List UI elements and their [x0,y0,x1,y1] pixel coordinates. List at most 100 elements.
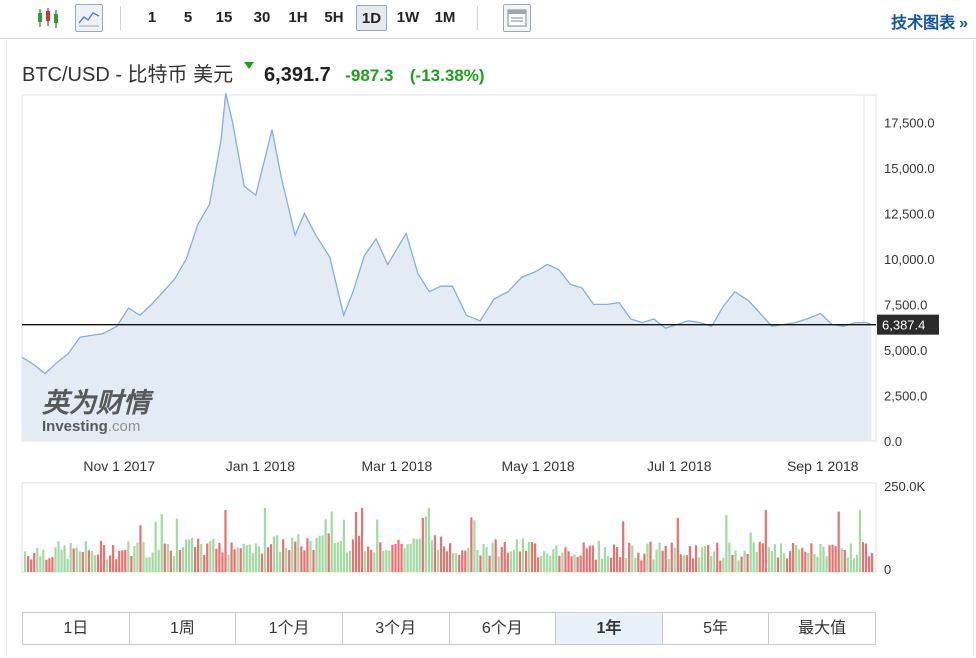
volume-bar [403,548,406,572]
volume-bar [679,554,682,572]
timeframe-1h[interactable]: 1H [288,9,308,26]
volume-bar [600,558,604,572]
volume-bar [421,517,424,572]
volume-bar [731,554,734,572]
volume-bar [400,544,403,572]
timeframe-1m[interactable]: 1M [434,9,456,26]
volume-bar [87,550,90,572]
volume-bar [606,555,610,572]
volume-bar [321,535,324,572]
volume-bar [339,540,342,572]
price-tick-label: 10,000.0 [884,252,935,267]
watermark-brand-text: Investing [42,418,108,435]
volume-bar [500,546,503,572]
price-tick-label: 12,500.0 [884,206,935,221]
volume-bar [81,552,84,572]
volume-bar [740,556,743,572]
volume-axis: 250.0K 0 [884,479,926,577]
volume-bar [558,555,561,572]
volume-bar [828,545,831,572]
volume-bar [831,544,834,572]
volume-bar [172,555,175,572]
instrument-name: BTC/USD - 比特币 美元 [22,64,234,86]
timeframe-1d[interactable]: 1D [356,5,387,31]
line-chart-icon[interactable] [75,4,103,32]
volume-bar [315,537,318,572]
volume-bar [673,547,676,572]
volume-bar [190,537,194,572]
volume-bar [582,542,585,572]
volume-bar [637,552,640,572]
volume-bar [694,545,698,572]
volume-bar [291,537,294,572]
volume-bar [279,551,282,572]
volume-bar [163,543,166,572]
period-button[interactable]: 6个月 [450,613,557,644]
volume-bar [697,557,701,572]
price-down-arrow-icon [243,62,254,69]
volume-bar [546,553,549,572]
volume-bar [412,538,415,572]
volume-bar [722,557,725,572]
volume-bar [804,551,807,572]
period-button[interactable]: 1周 [130,613,237,644]
period-button[interactable]: 1日 [23,613,130,644]
volume-bar [789,551,792,572]
volume-bar [78,551,81,572]
volume-bar [145,557,148,572]
volume-bar [206,543,209,572]
volume-bar [209,540,212,572]
timeframe-1w[interactable]: 1W [396,9,420,26]
volume-bar [646,543,649,572]
timeframe-5[interactable]: 5 [183,9,193,26]
volume-bar [197,538,200,572]
volume-bar [619,557,622,572]
volume-bar [24,551,27,572]
period-button[interactable]: 1个月 [236,613,343,644]
volume-bar [485,546,488,572]
volume-bar [181,546,185,572]
watermark-suffix: .com [108,418,141,435]
volume-bar [133,545,136,572]
volume-bar [537,557,540,572]
volume-bar [385,549,388,572]
timeframe-5h[interactable]: 5H [324,9,344,26]
volume-bar [90,551,94,572]
timeframe-30[interactable]: 30 [253,9,271,26]
technical-chart-link[interactable]: 技术图表» [891,9,968,33]
candlestick-icon[interactable] [34,4,62,32]
volume-bar [573,554,576,572]
volume-bar [263,507,267,572]
volume-bar [743,550,746,572]
period-button[interactable]: 最大值 [798,620,847,637]
price-chart[interactable]: 英为财情 Investing.com 6,387.4 17,500.015,00… [0,0,976,610]
volume-bar [467,547,470,572]
volume-bar [661,550,664,572]
period-button[interactable]: 1年 [556,613,663,644]
volume-bar [515,539,519,572]
price-axis: 17,500.0 15,000.0 12,500.0 10,000.0 7,500.0 5… [884,115,935,449]
volume-bar [591,545,594,572]
volume-bar [351,539,355,572]
volume-bar [200,544,203,572]
volume-bar [175,518,179,572]
volume-bar [497,556,500,572]
volume-tick-label: 0 [884,562,891,577]
volume-bar [688,545,692,572]
volume-bar [409,543,412,572]
volume-bar [746,553,749,572]
timeframe-15[interactable]: 15 [215,9,233,26]
volume-bar [843,550,846,572]
period-button[interactable]: 3个月 [343,613,450,644]
volume-bar [858,509,862,572]
volume-bar [779,543,783,572]
timeframe-1[interactable]: 1 [147,9,157,26]
volume-bar [549,555,552,572]
volume-bar [69,543,72,572]
period-button[interactable]: 5年 [663,613,770,644]
volume-bar [142,542,145,572]
layout-icon[interactable] [503,4,531,32]
volume-bar [543,550,546,572]
volume-bar [643,553,646,572]
volume-bar [512,549,515,572]
